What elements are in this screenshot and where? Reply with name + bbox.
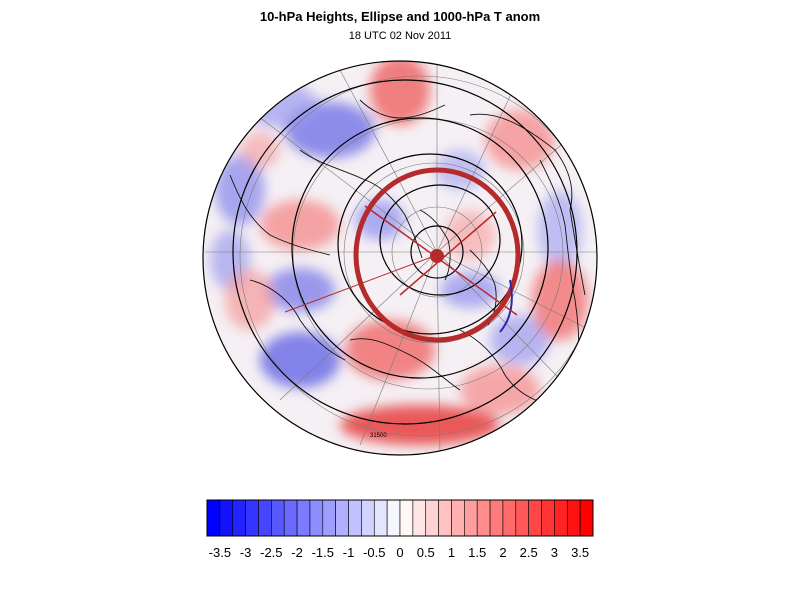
colorbar-swatch: [502, 499, 517, 537]
ellipse-outline: [353, 167, 521, 343]
colorbar-swatch: [309, 499, 324, 537]
ellipse-ray: [284, 254, 438, 313]
colorbar-tick-label: 1.5: [468, 545, 486, 560]
colorbar-swatch: [515, 499, 529, 537]
colorbar-tick-label: -1: [343, 545, 355, 560]
ellipse-center: [430, 249, 444, 263]
colorbar-tick-label: 3.5: [571, 545, 589, 560]
colorbar-swatch: [464, 499, 478, 537]
colorbar-swatch: [361, 499, 375, 537]
colorbar-swatch: [232, 499, 246, 537]
colorbar-swatch: [258, 499, 272, 537]
warm-anomaly: [225, 270, 275, 330]
colorbar-tick-label: -0.5: [363, 545, 385, 560]
coastlines: [229, 99, 586, 406]
cold-anomaly: [538, 190, 582, 270]
colorbar-swatch: [335, 499, 349, 537]
map-subtitle: 18 UTC 02 Nov 2011: [348, 30, 452, 42]
colorbar-tick-label: -3.5: [209, 545, 231, 560]
map-title: 10-hPa Heights, Ellipse and 1000-hPa T a…: [259, 9, 541, 24]
colorbar-tick-label: 0.5: [417, 545, 435, 560]
warm-anomaly: [370, 61, 430, 125]
colorbar-tick-label: 1: [448, 545, 455, 560]
ellipse-minor-axis: [399, 211, 497, 296]
colorbar-swatch: [271, 499, 285, 537]
colorbar-tick-label: 2: [499, 545, 506, 560]
colorbar-swatch: [528, 499, 542, 537]
colorbar-swatch: [554, 499, 568, 537]
colorbar-swatch: [425, 499, 439, 537]
vortex-ellipse: [284, 167, 521, 343]
map-outline: [202, 60, 598, 456]
colorbar-swatch: [451, 499, 465, 537]
colorbar-swatch: [245, 499, 259, 537]
warm-anomaly: [485, 110, 555, 170]
colorbar-tick-label: 0: [396, 545, 403, 560]
cold-anomaly: [440, 272, 500, 308]
colorbar-swatch: [399, 499, 414, 537]
colorbar-tick-label: -1.5: [312, 545, 334, 560]
colorbar-tick-label: -2: [291, 545, 303, 560]
colorbar-tick-label: 3: [551, 545, 558, 560]
colorbar-swatch: [489, 499, 504, 537]
colorbar-swatch: [541, 499, 555, 537]
contour-label: 31500: [370, 433, 387, 439]
colorbar-swatch: [206, 499, 221, 537]
colorbar-swatch: [219, 499, 234, 537]
colorbar-tick-label: -3: [240, 545, 252, 560]
colorbar-swatch: [476, 499, 491, 537]
colorbar-swatch: [296, 499, 311, 537]
colorbar-swatch: [579, 499, 594, 537]
cold-anomaly: [490, 315, 550, 365]
colorbar-swatch: [566, 499, 581, 537]
warm-anomaly: [460, 365, 540, 415]
colorbar-frame: [206, 499, 594, 537]
colorbar-tick-label: 2.5: [520, 545, 538, 560]
colorbar-swatch: [283, 499, 298, 537]
colorbar-swatch: [373, 499, 388, 537]
warm-anomaly: [260, 200, 340, 250]
cold-anomaly: [260, 332, 340, 388]
warm-anomaly: [240, 132, 280, 168]
colorbar-swatch: [438, 499, 452, 537]
height-contours: [232, 79, 578, 425]
colorbar-tick-label: -2.5: [260, 545, 282, 560]
cold-anomaly: [265, 268, 335, 312]
colorbar-ticks: -3.5 -3 -2.5 -2 -1.5 -1 -0.5 0 0.5 1 1.5 2 2.5 3 3.5: [209, 545, 590, 560]
colorbar-swatch: [386, 499, 401, 537]
colorbar-swatches: [206, 499, 594, 537]
colorbar-swatch: [322, 499, 336, 537]
ellipse-blue-edge: [499, 279, 513, 333]
colorbar-swatch: [348, 499, 362, 537]
colorbar-swatch: [412, 499, 427, 537]
